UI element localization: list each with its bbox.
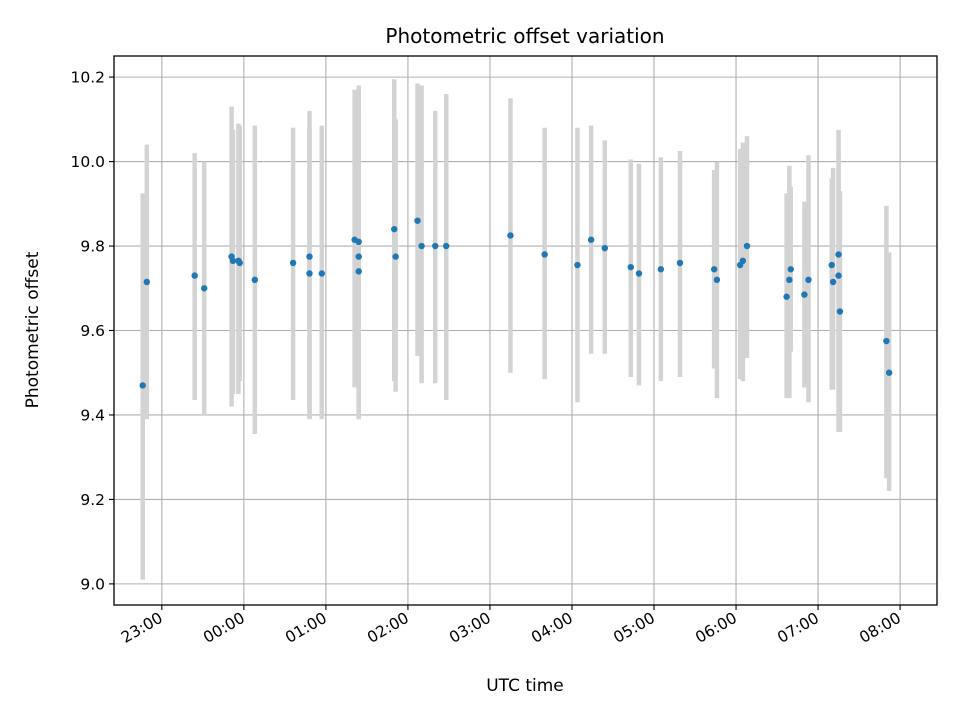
data-point: [713, 276, 721, 284]
y-axis: 9.0 9.2 9.4 9.6 9.8 10.0 10.2: [70, 69, 114, 593]
data-point: [676, 259, 684, 267]
data-points: [139, 217, 893, 389]
grid-lines: [114, 56, 937, 605]
data-point: [318, 270, 326, 277]
data-point: [885, 369, 893, 376]
data-point: [355, 268, 362, 275]
data-point: [201, 285, 208, 292]
data-point: [251, 276, 259, 284]
x-axis-title: UTC time: [486, 676, 564, 696]
data-point: [432, 242, 439, 250]
data-point: [627, 263, 634, 271]
data-point: [801, 291, 808, 298]
data-point: [306, 270, 313, 277]
data-point: [836, 308, 844, 315]
data-point: [601, 244, 608, 252]
data-point: [355, 238, 362, 246]
y-tick-label: 9.8: [80, 238, 105, 256]
data-point: [418, 242, 425, 250]
data-point: [236, 259, 243, 267]
y-tick-label: 9.6: [80, 322, 105, 340]
data-point: [835, 272, 842, 279]
data-point: [805, 276, 812, 284]
data-point: [783, 293, 790, 300]
data-point: [289, 259, 297, 267]
data-point: [229, 257, 237, 265]
data-point: [139, 382, 146, 389]
data-point: [828, 261, 835, 269]
data-point: [306, 253, 313, 260]
data-point: [787, 266, 794, 273]
data-point: [443, 242, 450, 250]
data-point: [191, 272, 198, 279]
data-point: [710, 266, 718, 273]
chart-title: Photometric offset variation: [385, 24, 664, 48]
data-point: [355, 253, 362, 260]
y-axis-title: Photometric offset: [23, 251, 43, 408]
data-point: [414, 217, 421, 224]
y-tick-label: 9.2: [80, 491, 105, 509]
y-tick-label: 9.0: [80, 575, 105, 593]
data-point: [743, 242, 751, 250]
y-tick-label: 10.0: [70, 153, 105, 171]
data-point: [507, 232, 514, 239]
data-point: [391, 225, 398, 233]
y-tick-label: 10.2: [70, 69, 105, 87]
data-point: [786, 276, 793, 284]
data-point: [829, 278, 837, 286]
data-point: [883, 337, 890, 345]
data-point: [635, 270, 643, 277]
data-point: [143, 278, 151, 286]
data-point: [835, 251, 842, 258]
data-point: [541, 251, 548, 258]
data-point: [392, 253, 399, 260]
data-point: [587, 236, 595, 243]
data-point: [657, 266, 665, 273]
y-tick-label: 9.4: [80, 406, 105, 424]
data-point: [574, 261, 581, 269]
data-point: [739, 257, 747, 265]
